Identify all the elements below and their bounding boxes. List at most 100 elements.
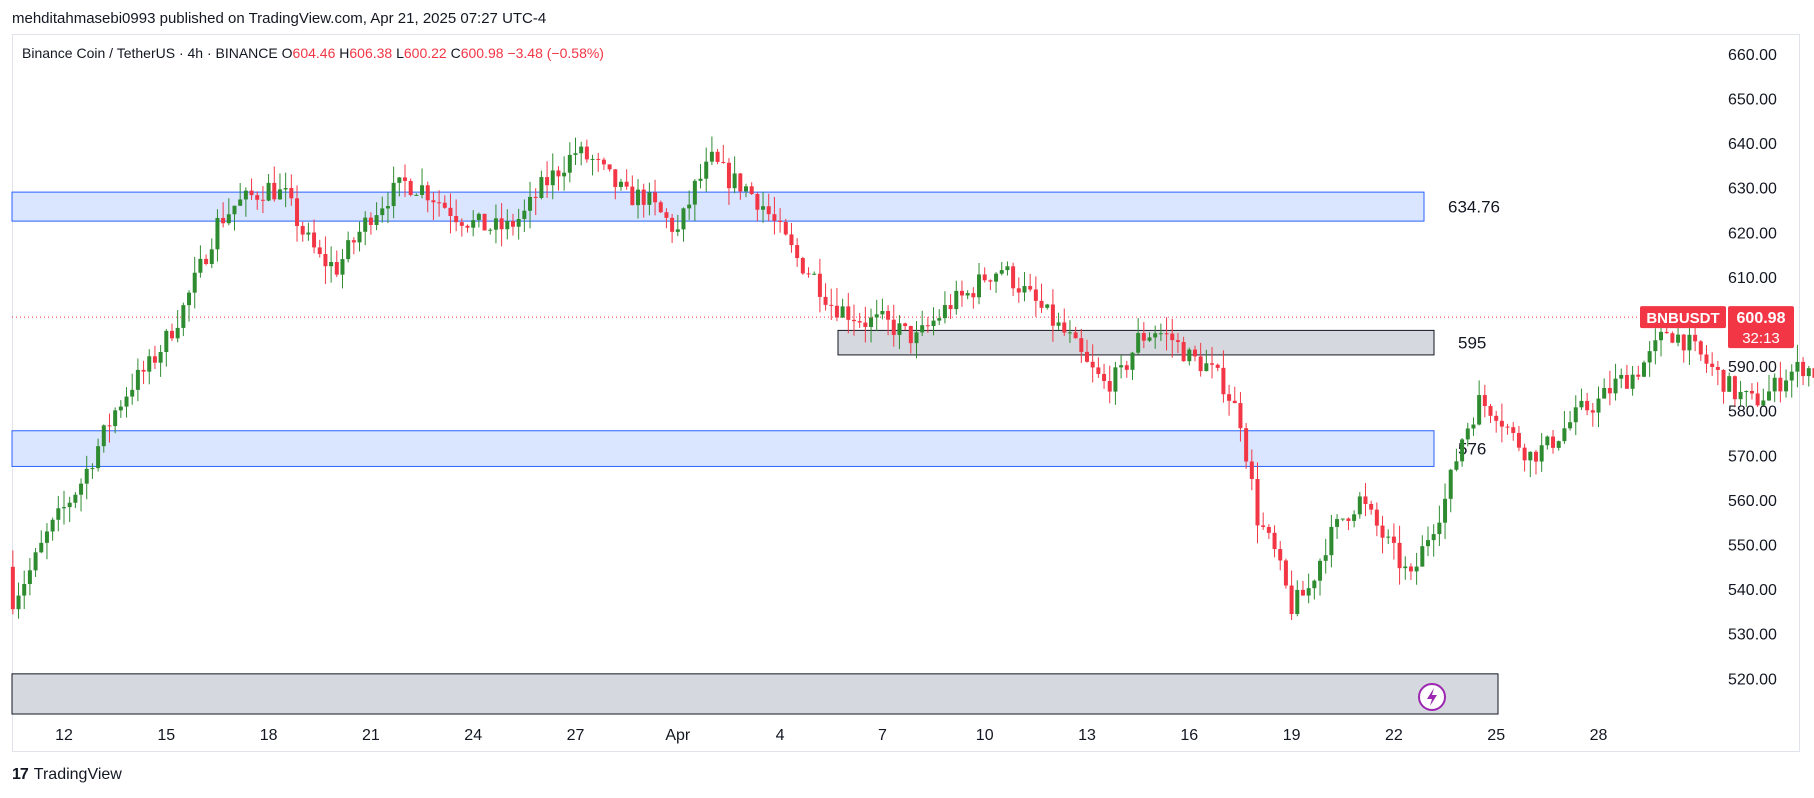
candle-body[interactable] bbox=[249, 190, 254, 196]
candle-body[interactable] bbox=[312, 232, 317, 248]
candle-body[interactable] bbox=[1670, 333, 1675, 343]
candle-body[interactable] bbox=[1107, 381, 1112, 392]
candle-body[interactable] bbox=[397, 177, 402, 183]
candle-body[interactable] bbox=[948, 305, 953, 310]
candle-body[interactable] bbox=[766, 206, 771, 215]
candle-body[interactable] bbox=[1727, 376, 1732, 392]
candle-body[interactable] bbox=[454, 215, 459, 223]
candle-body[interactable] bbox=[1255, 479, 1260, 526]
candle-body[interactable] bbox=[425, 185, 430, 201]
candle-body[interactable] bbox=[1749, 391, 1754, 394]
candle-body[interactable] bbox=[1681, 334, 1686, 351]
candle-body[interactable] bbox=[1596, 398, 1601, 413]
candle-body[interactable] bbox=[1636, 374, 1641, 377]
candle-body[interactable] bbox=[90, 468, 95, 470]
candle-body[interactable] bbox=[1693, 334, 1698, 342]
candle-body[interactable] bbox=[391, 182, 396, 207]
candle-body[interactable] bbox=[744, 186, 748, 192]
candle-body[interactable] bbox=[857, 321, 862, 323]
candle-body[interactable] bbox=[266, 182, 271, 201]
candle-body[interactable] bbox=[1619, 374, 1624, 379]
candle-body[interactable] bbox=[806, 273, 811, 275]
candle-body[interactable] bbox=[476, 213, 481, 221]
candle-body[interactable] bbox=[1516, 432, 1521, 448]
candle-body[interactable] bbox=[874, 314, 879, 318]
candle-body[interactable] bbox=[1153, 333, 1158, 338]
candle-body[interactable] bbox=[903, 323, 908, 327]
candle-body[interactable] bbox=[1721, 369, 1726, 392]
candle-body[interactable] bbox=[1602, 387, 1607, 399]
candle-body[interactable] bbox=[1295, 589, 1300, 614]
candle-body[interactable] bbox=[448, 207, 453, 216]
candle-body[interactable] bbox=[897, 323, 902, 335]
candle-body[interactable] bbox=[692, 180, 697, 205]
candle-body[interactable] bbox=[1801, 361, 1806, 377]
candle-body[interactable] bbox=[1192, 349, 1197, 357]
candle-body[interactable] bbox=[618, 181, 623, 187]
candle-body[interactable] bbox=[1641, 362, 1646, 377]
candle-body[interactable] bbox=[579, 146, 584, 154]
candle-body[interactable] bbox=[1431, 534, 1436, 541]
candle-body[interactable] bbox=[1778, 377, 1783, 392]
candle-body[interactable] bbox=[1221, 367, 1226, 395]
candle-body[interactable] bbox=[755, 194, 760, 210]
candle-body[interactable] bbox=[982, 274, 987, 281]
candle-body[interactable] bbox=[232, 205, 237, 215]
candle-body[interactable] bbox=[1732, 376, 1737, 400]
candle-body[interactable] bbox=[1426, 540, 1430, 547]
candle-body[interactable] bbox=[1073, 332, 1078, 339]
candle-body[interactable] bbox=[1380, 525, 1385, 538]
candle-body[interactable] bbox=[908, 326, 913, 344]
candle-body[interactable] bbox=[431, 200, 436, 203]
candle-body[interactable] bbox=[937, 318, 942, 321]
candle-body[interactable] bbox=[1511, 427, 1516, 433]
candle-body[interactable] bbox=[715, 151, 720, 162]
candle-body[interactable] bbox=[1085, 351, 1089, 362]
candle-body[interactable] bbox=[1016, 288, 1021, 293]
candle-body[interactable] bbox=[1522, 447, 1527, 461]
candle-body[interactable] bbox=[1482, 395, 1487, 407]
candle-body[interactable] bbox=[1585, 400, 1590, 411]
candle-body[interactable] bbox=[1067, 332, 1072, 334]
candle-body[interactable] bbox=[1198, 356, 1203, 372]
candle-body[interactable] bbox=[135, 369, 140, 390]
candle-body[interactable] bbox=[1659, 331, 1664, 341]
candle-body[interactable] bbox=[260, 199, 265, 201]
candle-body[interactable] bbox=[277, 189, 282, 200]
candle-body[interactable] bbox=[374, 215, 379, 225]
candle-body[interactable] bbox=[164, 330, 169, 353]
candle-body[interactable] bbox=[465, 225, 470, 228]
candle-body[interactable] bbox=[1340, 518, 1345, 520]
candle-body[interactable] bbox=[1079, 338, 1084, 352]
candle-body[interactable] bbox=[977, 274, 982, 298]
candle-body[interactable] bbox=[158, 352, 163, 363]
candle-body[interactable] bbox=[124, 396, 129, 407]
candle-body[interactable] bbox=[1215, 364, 1220, 368]
candle-body[interactable] bbox=[73, 494, 78, 503]
candle-body[interactable] bbox=[931, 320, 936, 327]
candle-body[interactable] bbox=[664, 212, 669, 218]
candle-body[interactable] bbox=[772, 214, 777, 221]
candle-body[interactable] bbox=[169, 330, 174, 339]
candle-body[interactable] bbox=[670, 217, 675, 232]
candle-body[interactable] bbox=[1278, 549, 1283, 561]
candle-body[interactable] bbox=[1164, 333, 1169, 335]
candle-body[interactable] bbox=[289, 188, 294, 199]
candle-body[interactable] bbox=[152, 356, 157, 363]
candle-body[interactable] bbox=[1499, 420, 1504, 427]
candle-body[interactable] bbox=[1033, 289, 1038, 301]
candle-body[interactable] bbox=[1551, 436, 1556, 448]
candle-body[interactable] bbox=[1494, 415, 1499, 421]
candle-body[interactable] bbox=[1653, 340, 1658, 352]
candle-body[interactable] bbox=[647, 192, 652, 205]
candle-body[interactable] bbox=[147, 356, 152, 372]
candle-body[interactable] bbox=[1363, 496, 1368, 504]
candle-body[interactable] bbox=[846, 306, 851, 320]
candle-body[interactable] bbox=[607, 164, 612, 170]
candle-body[interactable] bbox=[380, 208, 385, 216]
candle-body[interactable] bbox=[624, 181, 629, 187]
candle-body[interactable] bbox=[221, 217, 226, 224]
candle-body[interactable] bbox=[545, 177, 550, 186]
candle-body[interactable] bbox=[1352, 514, 1357, 521]
